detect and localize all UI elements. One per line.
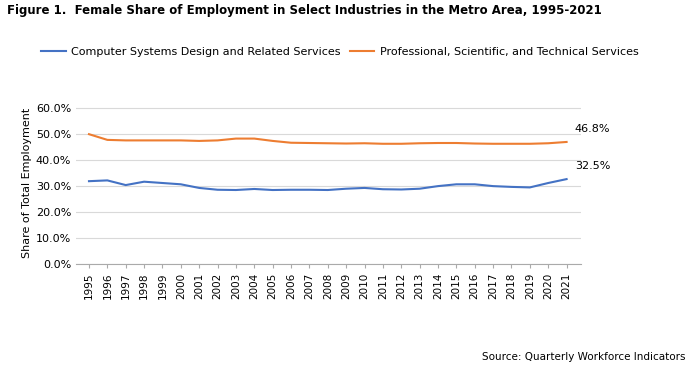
Computer Systems Design and Related Services — [287, 187, 295, 192]
Professional, Scientific, and Technical Services — [324, 141, 332, 145]
Computer Systems Design and Related Services — [361, 186, 369, 190]
Professional, Scientific, and Technical Services — [471, 141, 479, 146]
Computer Systems Design and Related Services — [140, 179, 148, 184]
Computer Systems Design and Related Services — [232, 188, 240, 192]
Computer Systems Design and Related Services — [305, 187, 313, 192]
Computer Systems Design and Related Services — [195, 186, 203, 190]
Professional, Scientific, and Technical Services — [342, 141, 350, 146]
Computer Systems Design and Related Services — [489, 184, 498, 188]
Computer Systems Design and Related Services — [397, 187, 406, 192]
Computer Systems Design and Related Services — [213, 187, 221, 192]
Professional, Scientific, and Technical Services — [563, 140, 571, 144]
Professional, Scientific, and Technical Services — [85, 132, 93, 137]
Computer Systems Design and Related Services — [415, 187, 424, 191]
Y-axis label: Share of Total Employment: Share of Total Employment — [21, 108, 32, 258]
Computer Systems Design and Related Services — [544, 181, 552, 185]
Legend: Computer Systems Design and Related Services, Professional, Scientific, and Tech: Computer Systems Design and Related Serv… — [42, 47, 639, 57]
Professional, Scientific, and Technical Services — [213, 138, 221, 143]
Line: Professional, Scientific, and Technical Services: Professional, Scientific, and Technical … — [89, 134, 567, 144]
Professional, Scientific, and Technical Services — [140, 138, 148, 143]
Professional, Scientific, and Technical Services — [507, 142, 516, 146]
Computer Systems Design and Related Services — [268, 188, 277, 192]
Computer Systems Design and Related Services — [471, 182, 479, 187]
Computer Systems Design and Related Services — [250, 187, 258, 191]
Computer Systems Design and Related Services — [122, 183, 130, 187]
Computer Systems Design and Related Services — [176, 182, 185, 187]
Computer Systems Design and Related Services — [158, 181, 167, 185]
Computer Systems Design and Related Services — [379, 187, 387, 191]
Professional, Scientific, and Technical Services — [361, 141, 369, 145]
Computer Systems Design and Related Services — [342, 187, 350, 191]
Computer Systems Design and Related Services — [85, 179, 93, 183]
Professional, Scientific, and Technical Services — [452, 141, 460, 145]
Computer Systems Design and Related Services — [103, 178, 111, 183]
Professional, Scientific, and Technical Services — [489, 142, 498, 146]
Text: Figure 1.  Female Share of Employment in Select Industries in the Metro Area, 19: Figure 1. Female Share of Employment in … — [7, 4, 601, 17]
Professional, Scientific, and Technical Services — [195, 139, 203, 143]
Professional, Scientific, and Technical Services — [287, 141, 295, 145]
Professional, Scientific, and Technical Services — [379, 142, 387, 146]
Professional, Scientific, and Technical Services — [122, 138, 130, 143]
Professional, Scientific, and Technical Services — [305, 141, 313, 145]
Professional, Scientific, and Technical Services — [158, 138, 167, 143]
Computer Systems Design and Related Services — [526, 185, 534, 190]
Computer Systems Design and Related Services — [324, 188, 332, 192]
Professional, Scientific, and Technical Services — [415, 141, 424, 145]
Professional, Scientific, and Technical Services — [268, 139, 277, 143]
Professional, Scientific, and Technical Services — [103, 138, 111, 142]
Computer Systems Design and Related Services — [434, 184, 442, 188]
Text: 32.5%: 32.5% — [575, 161, 610, 171]
Computer Systems Design and Related Services — [507, 185, 516, 189]
Computer Systems Design and Related Services — [563, 177, 571, 181]
Professional, Scientific, and Technical Services — [176, 138, 185, 143]
Professional, Scientific, and Technical Services — [434, 141, 442, 145]
Professional, Scientific, and Technical Services — [250, 137, 258, 141]
Professional, Scientific, and Technical Services — [397, 142, 406, 146]
Professional, Scientific, and Technical Services — [526, 142, 534, 146]
Line: Computer Systems Design and Related Services: Computer Systems Design and Related Serv… — [89, 179, 567, 190]
Professional, Scientific, and Technical Services — [232, 137, 240, 141]
Computer Systems Design and Related Services — [452, 182, 460, 187]
Professional, Scientific, and Technical Services — [544, 141, 552, 145]
Text: Source: Quarterly Workforce Indicators: Source: Quarterly Workforce Indicators — [482, 352, 685, 362]
Text: 46.8%: 46.8% — [575, 124, 610, 134]
